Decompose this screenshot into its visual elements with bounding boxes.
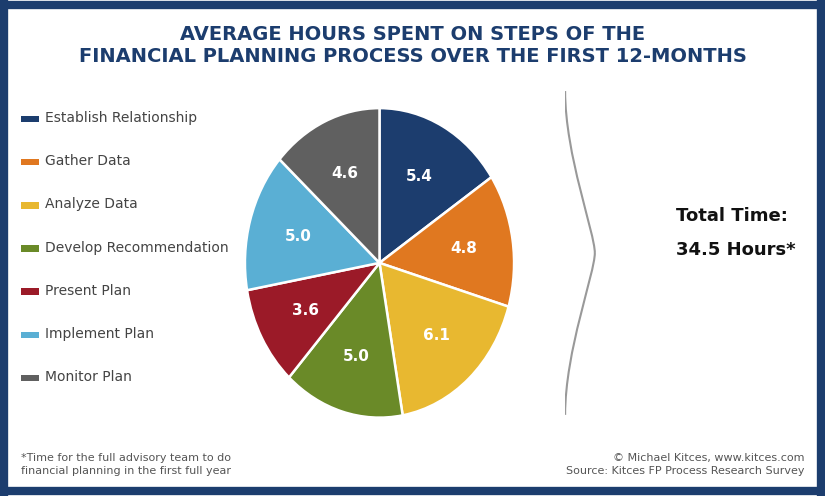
- Text: Develop Recommendation: Develop Recommendation: [45, 241, 229, 254]
- Text: 5.0: 5.0: [342, 349, 370, 364]
- Wedge shape: [245, 159, 380, 290]
- Text: 5.4: 5.4: [406, 170, 433, 185]
- Wedge shape: [280, 108, 380, 263]
- Text: *Time for the full advisory team to do
financial planning in the first full year: *Time for the full advisory team to do f…: [21, 453, 231, 476]
- Text: 6.1: 6.1: [422, 328, 450, 343]
- Wedge shape: [289, 263, 403, 418]
- Text: Analyze Data: Analyze Data: [45, 197, 138, 211]
- Wedge shape: [380, 177, 514, 307]
- Text: 34.5 Hours*: 34.5 Hours*: [676, 242, 796, 259]
- Text: © Michael Kitces, www.kitces.com
Source: Kitces FP Process Research Survey: © Michael Kitces, www.kitces.com Source:…: [566, 453, 804, 476]
- Text: 4.8: 4.8: [450, 241, 477, 256]
- Wedge shape: [247, 263, 380, 377]
- Text: Present Plan: Present Plan: [45, 284, 131, 298]
- Text: 4.6: 4.6: [332, 166, 359, 182]
- Text: Establish Relationship: Establish Relationship: [45, 111, 197, 125]
- Text: 5.0: 5.0: [285, 229, 311, 244]
- Wedge shape: [380, 263, 508, 415]
- Wedge shape: [380, 108, 492, 263]
- Text: Total Time:: Total Time:: [676, 207, 789, 225]
- Text: Monitor Plan: Monitor Plan: [45, 370, 132, 384]
- Text: 3.6: 3.6: [292, 303, 318, 317]
- Text: Implement Plan: Implement Plan: [45, 327, 154, 341]
- Text: Gather Data: Gather Data: [45, 154, 131, 168]
- Text: AVERAGE HOURS SPENT ON STEPS OF THE
FINANCIAL PLANNING PROCESS OVER THE FIRST 12: AVERAGE HOURS SPENT ON STEPS OF THE FINA…: [78, 25, 747, 66]
